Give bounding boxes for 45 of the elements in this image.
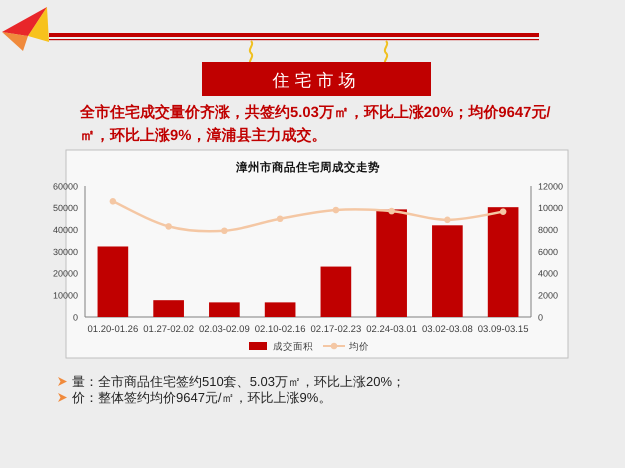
x-tick-label: 02.24-03.01 <box>366 324 417 335</box>
text: 价：整体签约均价9647元/㎡，环比上涨9%。 <box>71 390 332 405</box>
text: 量：全市商品住宅签约510套、5.03万㎡，环比上涨20%； <box>72 374 406 389</box>
point <box>388 208 395 214</box>
bar <box>488 207 518 317</box>
point <box>110 198 116 205</box>
bar <box>209 302 240 317</box>
y2-tick-label: 0 <box>538 312 544 322</box>
bar <box>264 302 296 317</box>
y2-tick-label: 6000 <box>538 246 558 257</box>
bar <box>320 266 352 317</box>
bar <box>153 300 184 317</box>
y-tick-label: 60000 <box>52 181 78 192</box>
y-tick-label: 50000 <box>52 203 78 214</box>
text: 全市住宅成交量价齐涨，共签约5.03万㎡，环比上涨20%；均价9647元/㎡，环比上涨9%，漳浦县主力成交。 <box>79 103 550 144</box>
x-tick-label: 02.03-02.09 <box>199 324 250 335</box>
y2-tick-label: 4000 <box>538 268 558 279</box>
y2-tick-label: 2000 <box>538 290 558 300</box>
y-tick-label: 10000 <box>52 290 78 300</box>
point <box>500 208 506 215</box>
point <box>332 206 340 214</box>
x-tick-label: 02.10-02.16 <box>254 324 306 335</box>
bar <box>98 246 128 317</box>
y-tick-label: 40000 <box>52 224 78 235</box>
x-tick-label: 01.20-01.26 <box>88 324 138 335</box>
y-tick-label: 20000 <box>52 268 78 279</box>
x-tick-label: 03.02-03.08 <box>422 324 473 335</box>
point <box>444 216 451 224</box>
x-tick-label: 01.27-02.02 <box>143 324 194 335</box>
y2-tick-label: 12000 <box>538 181 564 192</box>
bar <box>376 209 407 317</box>
chart-title: 漳州市商品住宅周成交走势 <box>235 160 380 174</box>
legend-label: 成交面积 <box>273 340 313 352</box>
point <box>276 215 284 222</box>
banner: 住宅市场 <box>202 62 431 96</box>
point <box>221 227 228 234</box>
bar <box>432 225 463 317</box>
x-tick-label: 02.17-02.23 <box>310 324 362 335</box>
legend-label: 均价 <box>348 340 369 352</box>
y2-tick-label: 8000 <box>538 224 558 235</box>
y2-tick-label: 10000 <box>538 203 564 214</box>
x-tick-label: 03.09-03.15 <box>478 324 528 335</box>
y-tick-label: 0 <box>72 312 78 322</box>
point <box>165 223 172 230</box>
y-tick-label: 30000 <box>52 246 78 257</box>
